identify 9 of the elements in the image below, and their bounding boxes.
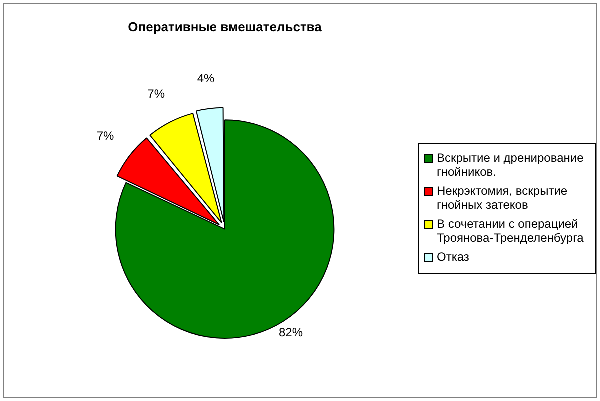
data-label: 7% [148, 86, 166, 101]
chart-title: Оперативные вмешательства [128, 19, 323, 34]
legend-label: Вскрытие и дренирование гнойников. [437, 151, 585, 179]
data-label: 4% [197, 72, 216, 86]
data-label: 7% [96, 128, 115, 143]
data-label: 82% [279, 326, 304, 340]
legend-label: Некрэктомия, вскрытие гнойных затеков [437, 184, 569, 212]
legend-label: Отказ [437, 250, 470, 264]
legend-label: В сочетании с операцией Троянова-Тренделенбурга [437, 217, 585, 245]
